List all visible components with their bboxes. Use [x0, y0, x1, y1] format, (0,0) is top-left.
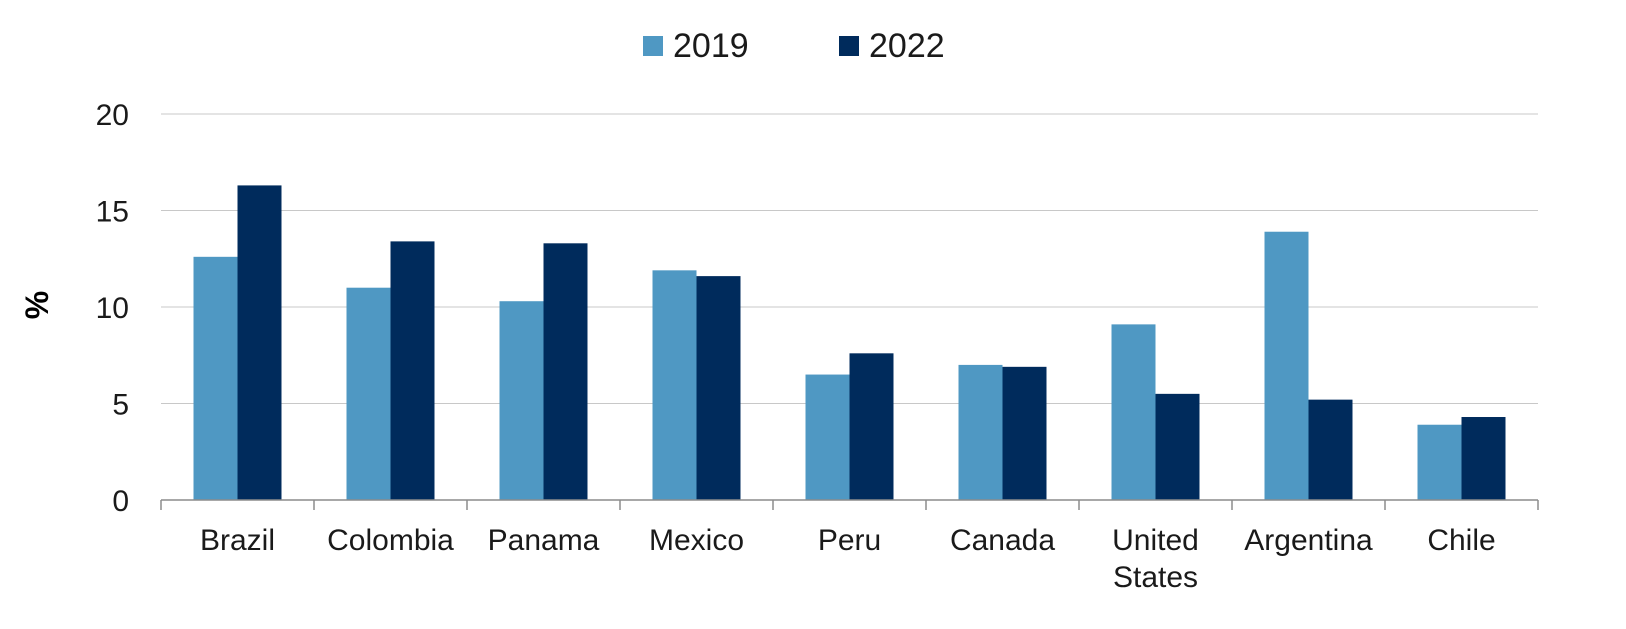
bar-mexico-2019 [652, 270, 697, 500]
x-tick-label-canada: Canada [950, 524, 1055, 557]
bar-colombia-2022 [390, 241, 435, 500]
x-tick-label-panama: Panama [488, 524, 600, 557]
x-tick-label-brazil: Brazil [200, 524, 275, 557]
bar-united-states-2022 [1155, 393, 1200, 500]
y-tick-label-5: 5 [112, 389, 129, 422]
legend-item-2022: 2022 [839, 27, 945, 65]
x-tick-label-colombia: Colombia [327, 524, 454, 557]
legend-item-2019: 2019 [643, 27, 749, 65]
legend-swatch-2022 [839, 36, 859, 56]
x-axis: Brazil Colombia Panama Mexico Peru Canada Unit… [160, 499, 1539, 594]
y-tick-label-15: 15 [96, 196, 129, 229]
bar-panama-2022 [543, 243, 588, 500]
bar-canada-2022 [1002, 366, 1047, 500]
bar-peru-2022 [849, 353, 894, 500]
legend-swatch-2019 [643, 36, 663, 56]
bar-brazil-2022 [237, 185, 282, 500]
bar-argentina-2022 [1308, 399, 1353, 500]
bar-mexico-2022 [696, 276, 741, 500]
bar-chile-2022 [1461, 417, 1506, 500]
bars [193, 185, 1506, 501]
bar-colombia-2019 [346, 287, 391, 500]
x-tick-label-united-states: United States [1112, 524, 1199, 594]
y-tick-label-20: 20 [96, 99, 129, 132]
bar-canada-2019 [958, 364, 1003, 500]
legend-label-2022: 2022 [869, 27, 945, 65]
bar-panama-2019 [499, 301, 544, 500]
y-tick-label-0: 0 [112, 485, 129, 518]
y-axis-label: % [19, 291, 55, 319]
x-tick-label-argentina: Argentina [1244, 524, 1373, 557]
y-tick-label-10: 10 [96, 292, 129, 325]
bar-brazil-2019 [193, 256, 238, 500]
legend: 2019 2022 [643, 27, 945, 65]
bar-argentina-2019 [1264, 231, 1309, 501]
x-tick-label-mexico: Mexico [649, 524, 744, 557]
legend-label-2019: 2019 [673, 27, 749, 65]
y-axis-ticks: 0 5 10 15 20 [96, 99, 129, 518]
bar-united-states-2019 [1111, 324, 1156, 500]
bar-peru-2019 [805, 374, 850, 500]
x-tick-label-peru: Peru [818, 524, 881, 557]
x-tick-label-chile: Chile [1427, 524, 1495, 557]
bar-chile-2019 [1417, 424, 1462, 500]
